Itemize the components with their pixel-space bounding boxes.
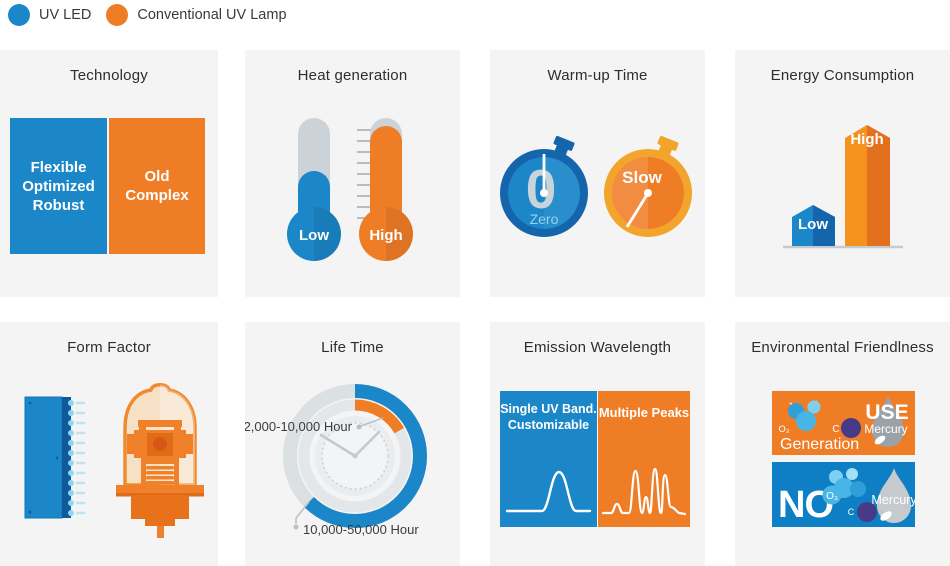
- heat-led-label: Low: [299, 227, 329, 244]
- mercury-molecule-icon: [841, 418, 861, 438]
- emission-led-box: Single UV Band. Customizable: [500, 391, 597, 527]
- panel-title: Energy Consumption: [770, 67, 915, 84]
- ozone-label: O₃: [826, 491, 838, 502]
- energy-lamp-label: High: [850, 131, 883, 148]
- use-label: USE: [865, 401, 908, 424]
- thermometer-lamp-icon: High: [359, 118, 413, 261]
- emission-led-line: Single UV Band.: [500, 402, 597, 416]
- uv-lamp-bulb-icon: [116, 383, 204, 538]
- scale-ticks-icon: [357, 129, 372, 219]
- panel-heat-generation: Heat generation Low: [245, 50, 460, 297]
- emission-lamp-box: Multiple Peaks: [598, 391, 690, 527]
- panel-life-time: Life Time 2,000-10,000 Hour: [245, 322, 460, 566]
- led-module-icon: [24, 396, 85, 519]
- molecule-icon: [822, 468, 866, 505]
- environment-led-banner: NO O₃ C Mercur: [772, 462, 915, 527]
- mercury-molecule-icon: [857, 502, 877, 522]
- panel-environmental-friendliness: Environmental Friendlness O₃ C Generatio…: [735, 322, 950, 566]
- thermometer-led-icon: Low: [287, 118, 341, 261]
- single-peak-curve-icon: [505, 470, 592, 513]
- lifetime-lamp-callout: 2,000-10,000 Hour: [245, 417, 384, 434]
- heat-lamp-label: High: [369, 227, 402, 244]
- legend-item-uv-led: UV LED: [8, 4, 91, 26]
- lifetime-lamp-label: 2,000-10,000 Hour: [245, 419, 353, 434]
- panel-title: Heat generation: [297, 67, 408, 84]
- lamp-banner-graphic: O₃ C Generation USE Mercury: [779, 396, 909, 453]
- energy-led-label: Low: [798, 216, 828, 233]
- panel-warmup-time: Warm-up Time 0 Zero: [490, 50, 705, 297]
- mercury-label: Mercury: [864, 422, 907, 436]
- ozone-label: O₃: [779, 424, 790, 434]
- mercury-drop-icon: [872, 396, 904, 447]
- emission-lamp-label: Multiple Peaks: [598, 405, 690, 420]
- mercury-drop-icon: [877, 468, 911, 523]
- warmup-led-label: Zero: [530, 211, 559, 227]
- legend-item-uv-lamp: Conventional UV Lamp: [106, 4, 287, 26]
- panel-title: Environmental Friendlness: [751, 339, 934, 356]
- legend: UV LED Conventional UV Lamp: [8, 4, 287, 26]
- technology-led-line: Optimized: [22, 177, 95, 195]
- panel-emission-wavelength: Emission Wavelength Single UV Band. Cust…: [490, 322, 705, 566]
- warmup-led-zero-digit: 0: [526, 158, 557, 220]
- stopwatches-icon: 0 Zero Slow: [500, 135, 692, 237]
- led-bumps: [68, 400, 74, 516]
- panel-form-factor: Form Factor: [0, 322, 218, 566]
- technology-led-line: Flexible: [30, 158, 87, 176]
- technology-led-line: Robust: [32, 196, 85, 214]
- panel-title: Form Factor: [67, 339, 151, 356]
- energy-bar-lamp: High: [845, 125, 890, 246]
- panel-technology: Technology Flexible Optimized Robust Old…: [0, 50, 218, 297]
- legend-label-uv-lamp: Conventional UV Lamp: [137, 7, 287, 23]
- environment-lamp-banner: O₃ C Generation USE Mercury: [772, 391, 915, 455]
- panel-title: Technology: [70, 67, 148, 84]
- emission-led-line: Customizable: [507, 418, 590, 432]
- carbon-label: C: [848, 507, 855, 517]
- mercury-label: Mercury: [871, 493, 915, 507]
- stopwatch-led-icon: 0 Zero: [500, 135, 588, 237]
- energy-bars-icon: Low High: [783, 125, 903, 249]
- molecule-icon: [788, 400, 821, 431]
- panel-energy-consumption: Energy Consumption Low High: [735, 50, 950, 297]
- lifetime-clock-icon: 2,000-10,000 Hour 10,000-50,000 Hour: [245, 384, 427, 537]
- carbon-label: C: [832, 424, 839, 435]
- technology-led-box: Flexible Optimized Robust: [10, 118, 107, 254]
- panel-title: Life Time: [321, 339, 384, 356]
- technology-lamp-box: Old Complex: [109, 118, 205, 254]
- form-factor-icons: [24, 383, 204, 538]
- led-banner-graphic: NO O₃ C Mercur: [778, 468, 915, 526]
- lifetime-led-callout: 10,000-50,000 Hour: [293, 501, 419, 537]
- lifetime-led-label: 10,000-50,000 Hour: [303, 522, 419, 537]
- uv-rays: [76, 401, 85, 515]
- uv-led-dot-icon: [8, 4, 30, 26]
- lifetime-led-arc: [283, 384, 427, 528]
- technology-lamp-line: Complex: [125, 187, 189, 204]
- generation-label: Generation: [780, 436, 859, 453]
- legend-label-uv-led: UV LED: [39, 7, 92, 23]
- lifetime-lamp-arc: [298, 399, 412, 513]
- clock-hands-icon: [319, 430, 381, 458]
- energy-bar-led: Low: [792, 205, 835, 246]
- technology-lamp-line: Old: [144, 168, 170, 185]
- stopwatch-lamp-icon: Slow: [604, 135, 692, 237]
- multiple-peaks-curve-icon: [601, 467, 687, 516]
- uv-lamp-dot-icon: [106, 4, 129, 26]
- panel-title: Emission Wavelength: [523, 339, 672, 356]
- panel-title: Warm-up Time: [547, 67, 648, 84]
- thermometers-icon: Low High: [287, 118, 413, 261]
- warmup-lamp-label: Slow: [622, 168, 662, 187]
